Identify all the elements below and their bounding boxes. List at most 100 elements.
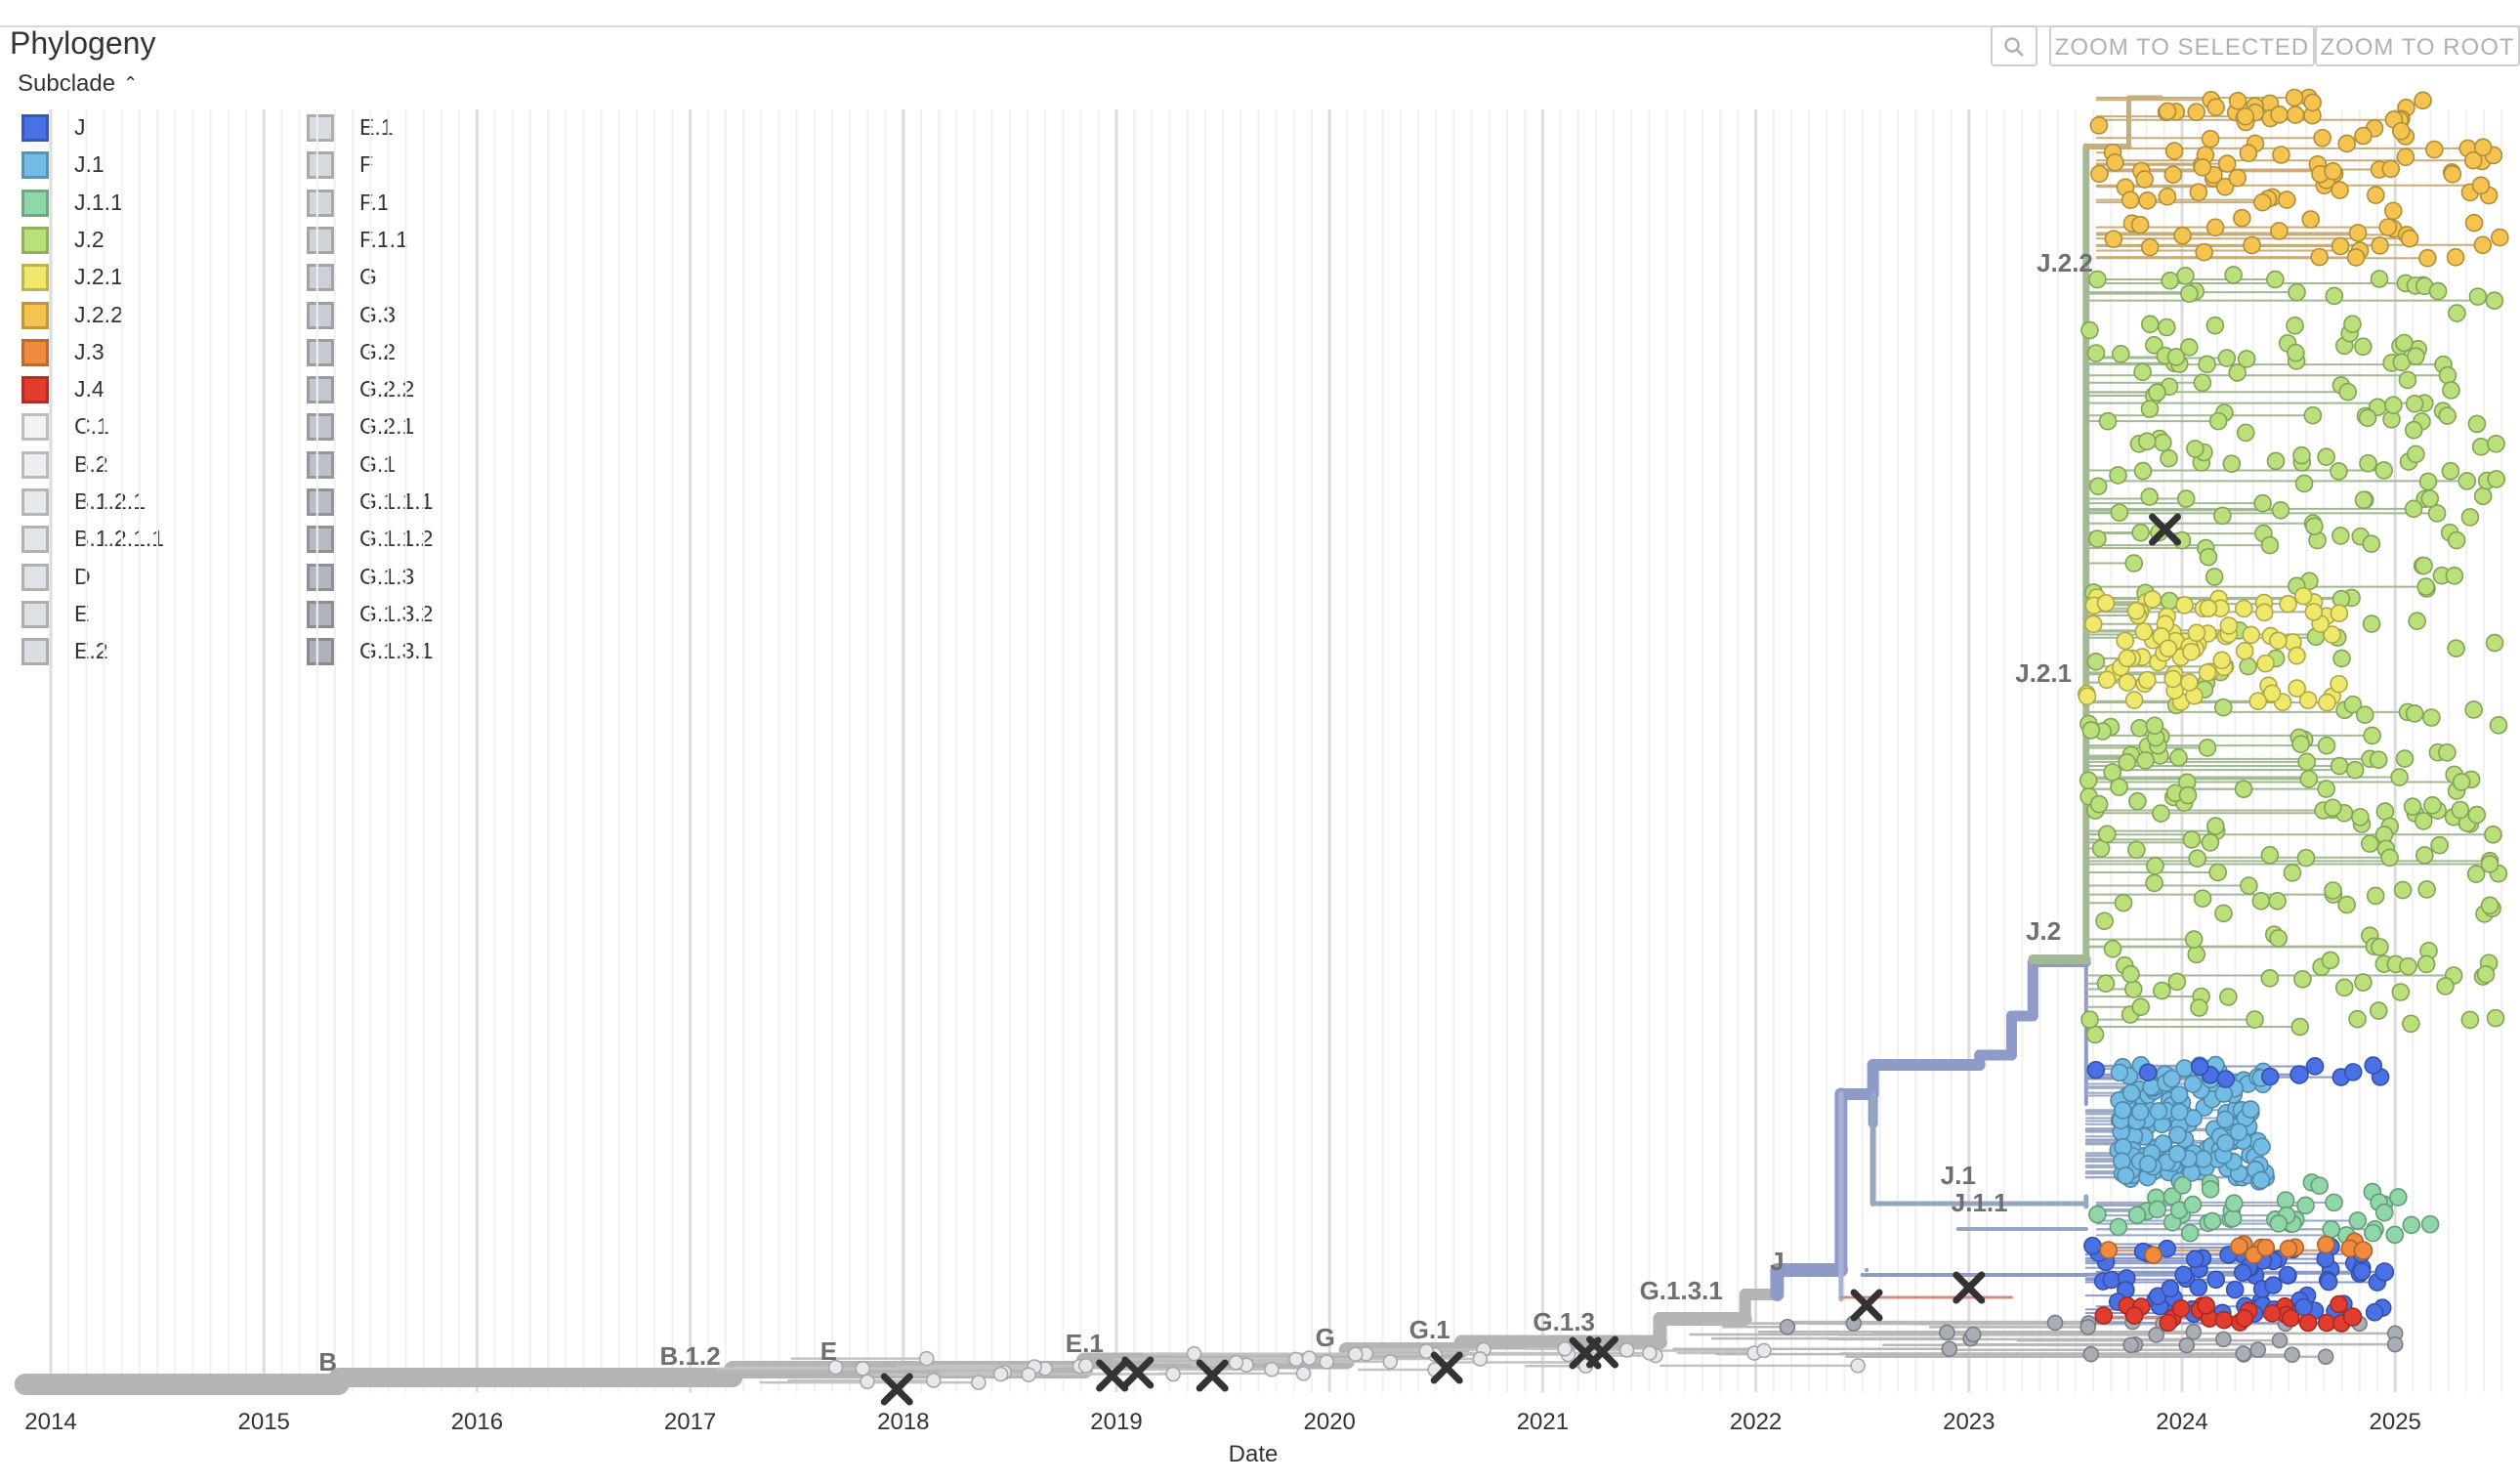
legend-item[interactable]: G.3 (307, 300, 561, 337)
tip-node (2298, 691, 2318, 709)
tip-node (1228, 1354, 1244, 1371)
tip-node (2082, 1345, 2100, 1363)
legend-item[interactable]: G.1 (307, 449, 561, 487)
legend-item[interactable]: G.1.1.2 (307, 524, 561, 561)
tip-node (2363, 726, 2381, 745)
legend-item[interactable]: J.1 (21, 149, 275, 187)
tip-node (2330, 604, 2349, 623)
tip-node (2198, 739, 2217, 757)
zoom-to-root-button[interactable]: ZOOM TO ROOT (2315, 25, 2520, 66)
tip-node (1939, 1324, 1955, 1341)
zoom-to-selected-button[interactable]: ZOOM TO SELECTED (2049, 25, 2315, 66)
legend-swatch (21, 301, 49, 329)
tip-node (2158, 187, 2177, 206)
tip-node (2178, 1336, 2196, 1354)
tip-node (2467, 805, 2487, 825)
legend-item[interactable]: F.1.1 (307, 225, 561, 262)
legend-item[interactable]: B.2 (21, 449, 275, 487)
tip-node (2422, 708, 2441, 727)
tip-node (2260, 535, 2280, 555)
tip-node (2137, 432, 2157, 451)
tip-node (2393, 880, 2413, 900)
tip-node (1165, 1366, 1181, 1382)
legend-item[interactable]: G.2 (307, 337, 561, 374)
tip-node (2180, 284, 2199, 303)
legend-item[interactable]: J.2 (21, 225, 275, 262)
tip-node (2242, 625, 2261, 645)
tip-node (2420, 489, 2440, 508)
tip-node (2236, 106, 2255, 126)
clade-label: G.1.3.1 (1640, 1276, 1723, 1305)
legend-item[interactable]: B.1.2.1.1 (21, 524, 275, 561)
legend-item[interactable]: F.1 (307, 188, 561, 225)
legend-item[interactable]: G.1.3.2 (307, 599, 561, 636)
tip-node (2163, 669, 2183, 689)
legend-label: G (359, 264, 377, 290)
tip-node (2402, 1215, 2421, 1235)
tip-node (2229, 1123, 2248, 1142)
legend-item[interactable]: E.2 (21, 636, 275, 673)
tip-node (1021, 1367, 1036, 1382)
legend-label: E.2 (74, 638, 108, 664)
subclade-legend-toggle[interactable]: Subclade ⌃ (18, 70, 138, 98)
tip-node (2145, 716, 2164, 736)
tip-node (2178, 785, 2198, 805)
legend-item[interactable]: G (307, 262, 561, 299)
legend-item[interactable]: J.1.1 (21, 188, 275, 225)
legend-swatch (307, 151, 334, 180)
tip-node (2109, 466, 2127, 485)
tip-node (2354, 490, 2373, 510)
tip-node (2138, 191, 2157, 210)
tip-node (2272, 146, 2290, 164)
tip-node (2355, 705, 2374, 725)
tip-node (2094, 1306, 2114, 1325)
legend-item[interactable]: J.3 (21, 337, 275, 374)
tip-node (2338, 382, 2358, 402)
tip-node (2085, 1025, 2105, 1044)
tip-node (2323, 625, 2341, 644)
legend-swatch (307, 638, 334, 666)
legend-item[interactable]: G.1.3.1 (307, 636, 561, 673)
tip-node (2288, 282, 2306, 302)
tip-node (2305, 1057, 2325, 1076)
tip-node (2279, 1239, 2298, 1258)
tip-node (2286, 317, 2304, 335)
tip-node (2427, 504, 2447, 523)
tip-node (2396, 148, 2415, 167)
tip-node (2118, 753, 2137, 772)
tip-node (1756, 1342, 1772, 1359)
tip-node (2153, 981, 2171, 1000)
legend-swatch (21, 638, 49, 666)
tip-node (2324, 798, 2342, 818)
tip-node (971, 1375, 987, 1390)
legend-swatch (21, 264, 49, 292)
tip-node (2270, 106, 2289, 124)
legend-item[interactable]: J.2.2 (21, 300, 275, 337)
legend-label: G.1.3.2 (359, 600, 434, 626)
tip-node (1078, 1358, 1094, 1374)
tip-node (2317, 736, 2336, 755)
tip-node (2297, 752, 2316, 772)
time-gridlines (49, 109, 2503, 1392)
tip-node (2402, 1014, 2420, 1034)
legend-label: G.1.3.1 (359, 638, 434, 664)
tip-node (2146, 857, 2164, 875)
tip-node (1288, 1351, 1304, 1368)
tip-node (2447, 530, 2466, 550)
tip-node (2296, 1196, 2315, 1215)
tip-node (2279, 594, 2297, 614)
legend-item[interactable]: J.2.1 (21, 262, 275, 299)
legend-item[interactable]: J.4 (21, 374, 275, 411)
tip-node (2354, 973, 2373, 992)
clade-label: E.1 (1066, 1329, 1104, 1358)
tip-node (2140, 400, 2160, 418)
legend-item[interactable]: J (21, 112, 275, 149)
tip-node (2324, 881, 2342, 900)
tip-node (2359, 453, 2377, 473)
x-axis-label: Date (1229, 1441, 1279, 1467)
tip-node (2331, 236, 2350, 256)
tip-node (2160, 448, 2178, 468)
legend-item[interactable]: G.1.1.1 (307, 487, 561, 524)
zoom-search-button[interactable] (1991, 25, 2037, 66)
